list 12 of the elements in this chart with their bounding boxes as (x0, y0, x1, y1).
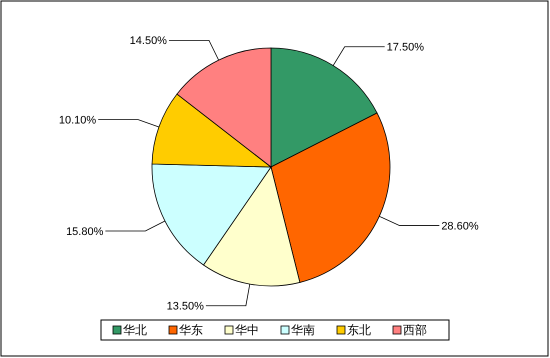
data-label: 10.10% (58, 114, 96, 127)
legend-label: 华东 (179, 323, 203, 338)
data-label: 14.50% (130, 35, 168, 48)
legend-label: 华南 (291, 323, 315, 338)
legend-label: 华中 (235, 323, 259, 338)
data-label: 15.80% (66, 226, 104, 238)
legend-label: 东北 (347, 323, 371, 338)
legend-label: 华北 (123, 323, 147, 338)
data-label: 17.50% (386, 42, 424, 54)
data-label: 13.50% (166, 300, 204, 313)
legend-label: 西部 (403, 323, 427, 338)
data-label: 28.60% (441, 220, 479, 232)
